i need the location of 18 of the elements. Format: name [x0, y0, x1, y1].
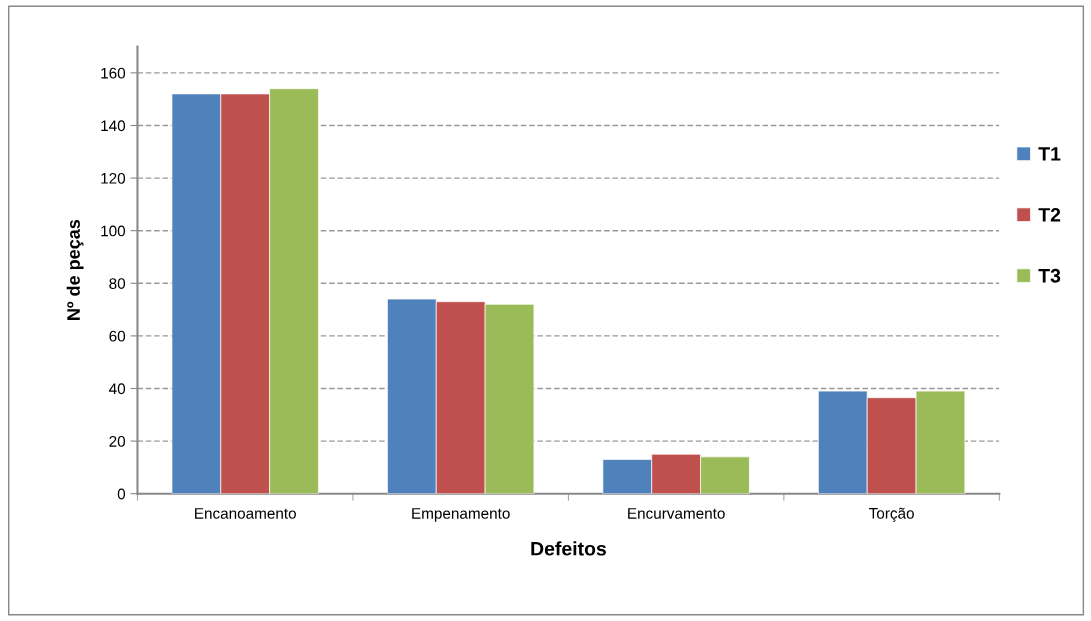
y-axis-title: Nº de peças	[66, 219, 84, 320]
x-axis-title: Defeitos	[531, 541, 606, 556]
y-tick-label: 80	[109, 278, 126, 289]
y-tick-label: 120	[101, 172, 126, 184]
x-tick-label: Encurvamento	[628, 508, 725, 519]
y-tick-label: 100	[101, 225, 126, 237]
y-tick-label: 0	[117, 488, 126, 500]
y-tick-label: 140	[101, 120, 126, 132]
legend-label: T3	[1038, 268, 1061, 283]
x-tick-label: Encanoamento	[195, 508, 296, 519]
legend-label: T1	[1038, 147, 1061, 161]
y-tick-label: 40	[109, 383, 126, 395]
legend-label: T2	[1038, 207, 1061, 222]
y-tick-label: 20	[109, 435, 126, 447]
x-tick-label: Torção	[869, 507, 914, 522]
y-tick-label: 160	[101, 67, 126, 79]
x-tick-label: Empenamento	[412, 508, 510, 522]
y-tick-label: 60	[109, 330, 126, 342]
